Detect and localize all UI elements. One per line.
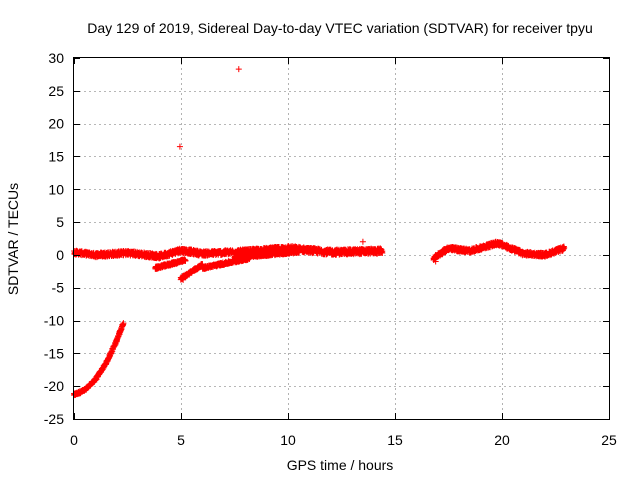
data-point-main-band (379, 249, 386, 256)
outlier-point (176, 143, 183, 150)
grid (74, 58, 609, 419)
outlier-point (359, 238, 366, 245)
data-point-lower-tracks (182, 257, 189, 264)
y-tick-label: 30 (48, 50, 64, 66)
data-point-lower-tracks (295, 249, 302, 256)
y-tick-label: 10 (48, 181, 64, 197)
x-tick-label: 25 (601, 432, 617, 448)
y-tick-label: -20 (44, 378, 64, 394)
y-tick-label: -25 (44, 411, 64, 427)
x-tick-label: 15 (387, 432, 403, 448)
plot-frame (73, 57, 610, 420)
data-points (71, 66, 568, 399)
chart-title: Day 129 of 2019, Sidereal Day-to-day VTE… (87, 20, 593, 36)
data-point-late-band (561, 244, 568, 251)
x-tick-label: 5 (177, 432, 185, 448)
y-tick-label: 20 (48, 116, 64, 132)
y-tick-label: -10 (44, 313, 64, 329)
x-tick-label: 20 (494, 432, 510, 448)
x-tick-label: 10 (280, 432, 296, 448)
x-axis-label: GPS time / hours (287, 457, 394, 473)
y-tick-label: -5 (52, 280, 65, 296)
y-tick-label: 0 (56, 247, 64, 263)
y-tick-label: 5 (56, 214, 64, 230)
y-tick-label: 15 (48, 148, 64, 164)
y-axis-label: SDTVAR / TECUs (5, 183, 21, 295)
y-tick-label: -15 (44, 345, 64, 361)
x-tick-label: 0 (70, 432, 78, 448)
axis-ticks: 0 5 10 15 20 25 -25 -20 -15 -10 -5 0 5 10 15 20 25 30 (44, 50, 617, 448)
outlier-point (180, 276, 187, 283)
y-tick-label: 25 (48, 83, 64, 99)
data-point-main-band (378, 248, 385, 255)
outlier-point (235, 66, 242, 73)
data-point-steep-ramp (120, 320, 127, 327)
outlier-point (432, 258, 439, 265)
